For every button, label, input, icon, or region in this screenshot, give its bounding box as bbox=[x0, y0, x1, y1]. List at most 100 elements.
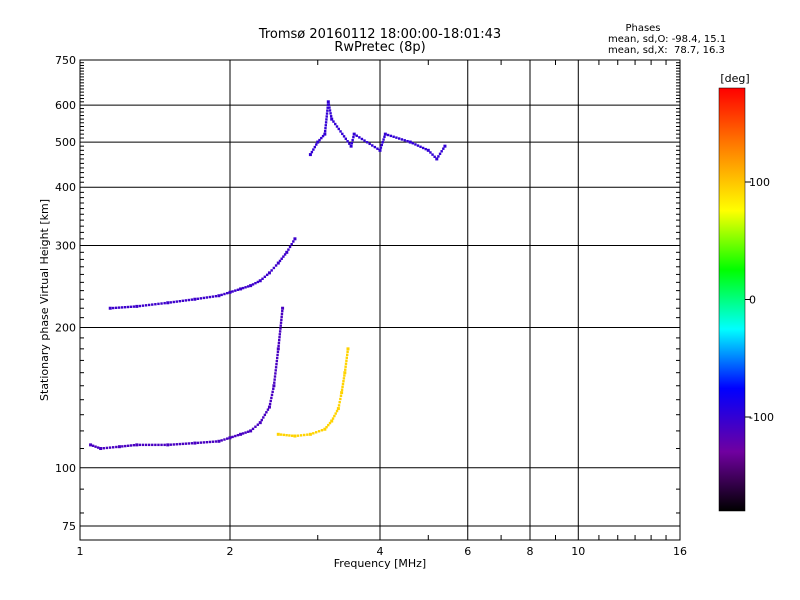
data-point bbox=[371, 144, 374, 147]
data-point bbox=[395, 136, 398, 139]
data-point bbox=[342, 380, 345, 383]
x-tick-label: 4 bbox=[377, 545, 384, 558]
y-tick-label: 750 bbox=[55, 54, 76, 67]
data-point bbox=[217, 294, 221, 298]
data-point bbox=[346, 347, 350, 351]
data-point bbox=[234, 289, 237, 292]
data-point bbox=[108, 306, 112, 310]
data-point bbox=[211, 440, 215, 443]
data-point bbox=[141, 304, 145, 307]
data-point bbox=[280, 315, 283, 319]
data-point bbox=[272, 387, 275, 390]
data-point bbox=[299, 434, 303, 437]
data-point bbox=[135, 304, 139, 308]
data-point bbox=[184, 299, 188, 302]
data-point bbox=[178, 300, 181, 303]
data-point bbox=[337, 127, 340, 131]
data-point bbox=[341, 382, 345, 386]
y-tick-label: 400 bbox=[55, 181, 76, 194]
data-point bbox=[274, 366, 278, 369]
data-point bbox=[246, 430, 250, 433]
data-point bbox=[254, 281, 257, 285]
data-point bbox=[328, 109, 332, 112]
data-point bbox=[328, 421, 332, 425]
data-point bbox=[344, 365, 347, 368]
data-point bbox=[279, 327, 282, 330]
data-point bbox=[279, 324, 282, 327]
data-point bbox=[91, 444, 95, 447]
data-point bbox=[435, 157, 439, 161]
y-tick-label: 600 bbox=[55, 99, 76, 112]
data-point bbox=[320, 136, 323, 140]
data-point bbox=[234, 434, 237, 438]
data-point bbox=[217, 439, 221, 443]
data-point bbox=[408, 140, 412, 144]
data-point bbox=[406, 139, 409, 143]
data-point bbox=[208, 440, 212, 444]
data-point bbox=[228, 436, 232, 440]
data-point bbox=[223, 438, 226, 441]
data-point bbox=[426, 148, 430, 152]
data-point bbox=[282, 255, 285, 258]
data-point bbox=[334, 122, 337, 126]
data-point bbox=[355, 134, 358, 137]
data-point bbox=[273, 378, 276, 381]
data-point bbox=[352, 135, 355, 139]
data-point bbox=[226, 437, 229, 440]
data-point bbox=[323, 132, 327, 136]
data-point bbox=[190, 442, 194, 445]
data-point bbox=[278, 338, 281, 342]
data-point bbox=[326, 100, 330, 104]
data-point bbox=[424, 147, 427, 151]
data-point bbox=[117, 306, 121, 309]
data-point bbox=[380, 143, 383, 147]
data-point bbox=[431, 153, 434, 156]
data-point bbox=[341, 132, 344, 136]
data-point bbox=[265, 273, 269, 277]
data-point bbox=[111, 446, 115, 449]
data-point bbox=[258, 279, 262, 283]
data-point bbox=[262, 416, 265, 419]
data-point bbox=[280, 257, 283, 260]
data-point bbox=[340, 391, 344, 395]
data-point bbox=[433, 155, 436, 158]
data-point bbox=[175, 300, 178, 303]
data-point bbox=[440, 150, 443, 153]
data-point bbox=[306, 433, 309, 436]
data-point bbox=[126, 444, 130, 447]
data-point bbox=[330, 117, 334, 121]
data-point bbox=[258, 421, 262, 425]
data-point bbox=[281, 306, 285, 310]
data-point bbox=[340, 388, 344, 391]
data-point bbox=[381, 141, 384, 144]
data-point bbox=[108, 446, 112, 449]
data-point bbox=[275, 363, 278, 366]
data-point bbox=[308, 432, 312, 436]
data-point bbox=[345, 356, 349, 359]
data-point bbox=[278, 259, 282, 263]
data-point bbox=[277, 341, 281, 345]
data-point bbox=[239, 287, 243, 291]
data-point bbox=[251, 283, 255, 286]
data-point bbox=[117, 445, 121, 449]
data-point bbox=[323, 129, 327, 133]
data-point bbox=[236, 433, 240, 437]
data-point bbox=[121, 445, 124, 448]
data-point bbox=[303, 433, 306, 437]
stats-x-mode: mean, sd,X: 78.7, 16.3 bbox=[608, 45, 725, 56]
data-point bbox=[274, 369, 277, 372]
data-point bbox=[386, 133, 390, 137]
data-point bbox=[196, 297, 200, 300]
colorbar-tick-label: 100 bbox=[749, 176, 770, 189]
data-point bbox=[89, 443, 93, 447]
data-point bbox=[368, 142, 371, 146]
data-point bbox=[154, 303, 157, 306]
data-point bbox=[324, 124, 327, 127]
data-point bbox=[132, 443, 136, 447]
data-point bbox=[437, 155, 440, 158]
data-point bbox=[316, 140, 320, 144]
data-point bbox=[342, 377, 346, 380]
data-point bbox=[318, 138, 321, 142]
data-point bbox=[348, 142, 351, 145]
data-point bbox=[184, 442, 188, 445]
